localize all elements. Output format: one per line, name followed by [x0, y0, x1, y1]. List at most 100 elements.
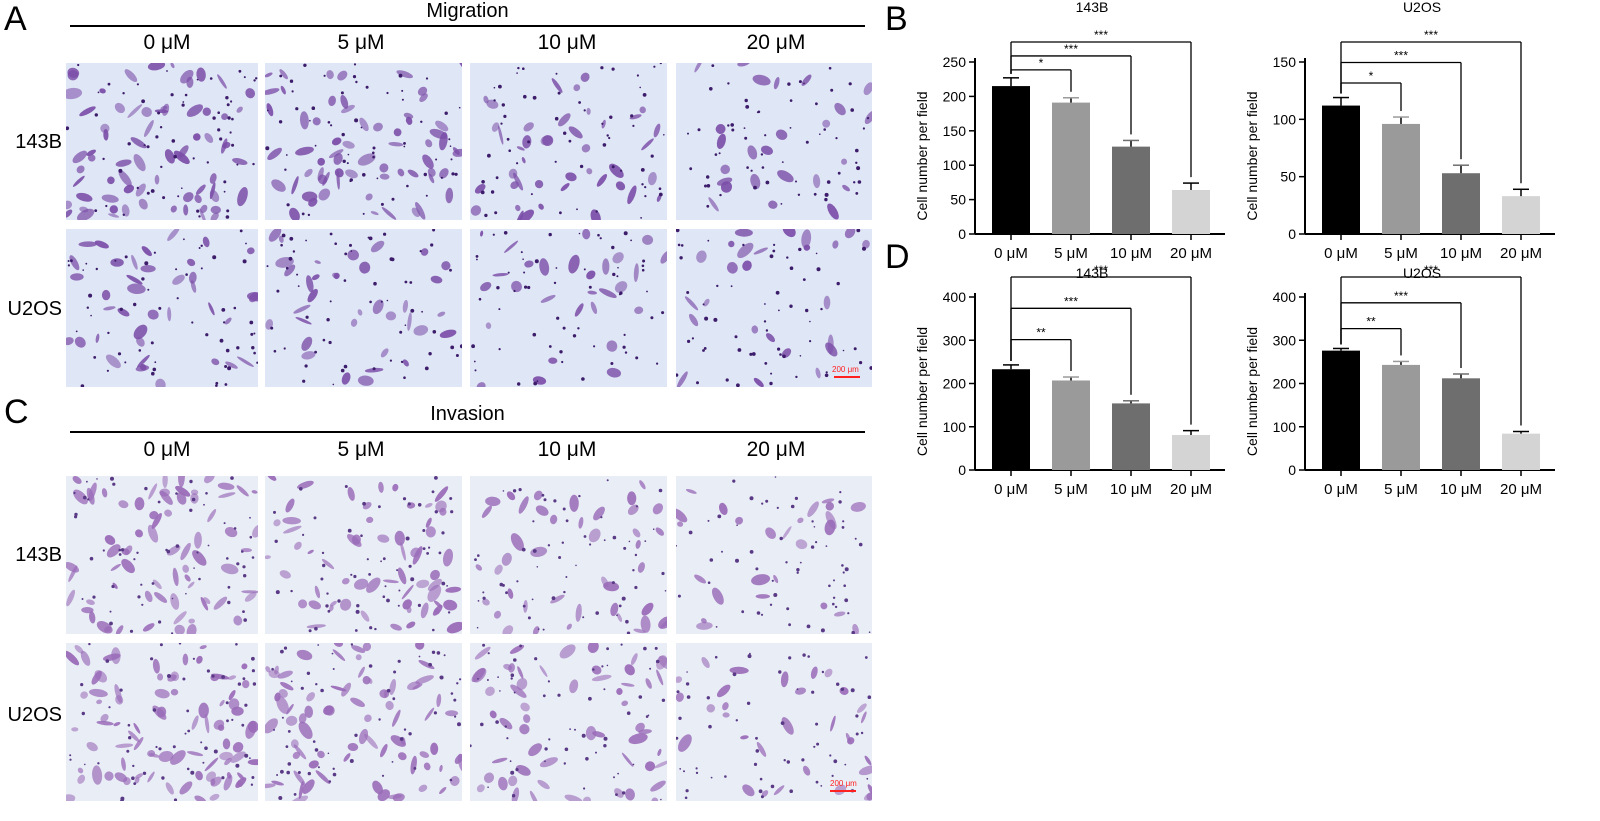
y-tick-label: 100	[943, 419, 967, 435]
migration-scale-bar-label: 200 μm	[832, 365, 859, 374]
y-tick-label: 250	[943, 54, 967, 70]
bar	[992, 86, 1030, 234]
bar	[1172, 434, 1210, 470]
migration-scale-bar	[834, 376, 860, 378]
y-tick-label: 200	[943, 88, 967, 104]
invasion-image-143b-0um	[66, 476, 258, 634]
x-tick-label: 10 μM	[1110, 481, 1152, 498]
y-tick-label: 300	[943, 332, 967, 348]
bar	[1322, 350, 1360, 470]
invasion-col-label: 0 μM	[143, 438, 191, 461]
x-tick-label: 20 μM	[1500, 481, 1542, 498]
invasion-col-label: 5 μM	[337, 438, 385, 461]
bar	[1442, 173, 1480, 234]
migration-row-label: U2OS	[7, 298, 62, 320]
significance-label: ***	[1094, 265, 1108, 277]
invasion-image-u2os-5um	[265, 643, 462, 801]
invasion-image-u2os-10um	[470, 643, 667, 801]
significance-label: ***	[1424, 265, 1438, 277]
invasion-image-143b-20um	[676, 476, 872, 634]
bar	[1502, 196, 1540, 234]
migration-image-143b-20um	[676, 63, 872, 220]
significance-label: ***	[1424, 28, 1438, 42]
y-tick-label: 0	[958, 462, 966, 478]
bar	[1382, 123, 1420, 234]
bar	[1502, 433, 1540, 470]
x-tick-label: 10 μM	[1110, 245, 1152, 262]
y-tick-label: 100	[943, 157, 967, 173]
bar	[1322, 105, 1360, 234]
x-tick-label: 20 μM	[1500, 245, 1542, 262]
significance-label: *	[1369, 69, 1374, 83]
panel-letter-a: A	[4, 0, 27, 38]
migration-row-label: 143B	[15, 131, 62, 153]
chart-title: U2OS	[1403, 0, 1441, 15]
x-tick-label: 5 μM	[1384, 245, 1418, 262]
migration-image-143b-5um	[265, 63, 462, 220]
bar	[1052, 102, 1090, 234]
y-tick-label: 100	[1273, 419, 1297, 435]
chart-title: 143B	[1076, 0, 1109, 15]
significance-label: **	[1366, 315, 1376, 329]
x-tick-label: 20 μM	[1170, 481, 1212, 498]
bar	[992, 369, 1030, 470]
significance-label: ***	[1394, 49, 1408, 63]
x-tick-label: 0 μM	[1324, 245, 1358, 262]
y-axis-label: Cell number per field	[1244, 91, 1260, 220]
significance-label: ***	[1064, 42, 1078, 56]
migration-divider	[70, 25, 865, 27]
x-tick-label: 5 μM	[1054, 245, 1088, 262]
y-tick-label: 400	[1273, 289, 1297, 305]
migration-col-label: 20 μM	[746, 31, 806, 54]
significance-label: **	[1036, 326, 1046, 340]
bar	[1442, 378, 1480, 470]
panel-letter-b: B	[885, 0, 908, 38]
significance-label: ***	[1394, 289, 1408, 303]
bar-chart-b-143b: 143B Cell number per field 0 50 100 150 200 250…	[914, 0, 1225, 262]
x-tick-label: 5 μM	[1384, 481, 1418, 498]
y-tick-label: 0	[1288, 226, 1296, 242]
y-tick-label: 200	[1273, 376, 1297, 392]
y-tick-label: 0	[958, 226, 966, 242]
bar	[1112, 146, 1150, 234]
invasion-image-u2os-20um	[676, 643, 872, 801]
invasion-divider	[70, 431, 865, 433]
y-tick-label: 100	[1273, 111, 1297, 127]
y-tick-label: 0	[1288, 462, 1296, 478]
y-tick-label: 150	[943, 123, 967, 139]
y-tick-label: 50	[950, 192, 966, 208]
invasion-scale-bar-label: 200 μm	[830, 779, 857, 788]
y-tick-label: 50	[1280, 169, 1296, 185]
x-tick-label: 0 μM	[994, 481, 1028, 498]
migration-image-u2os-20um	[676, 229, 872, 387]
panel-letter-c: C	[4, 393, 29, 431]
invasion-row-label: U2OS	[7, 704, 62, 726]
x-tick-label: 20 μM	[1170, 245, 1212, 262]
significance-label: ***	[1094, 28, 1108, 42]
y-tick-label: 150	[1273, 54, 1297, 70]
migration-image-u2os-10um	[470, 229, 667, 387]
migration-image-143b-0um	[66, 63, 258, 220]
invasion-image-143b-10um	[470, 476, 667, 634]
x-tick-label: 0 μM	[994, 245, 1028, 262]
x-tick-label: 5 μM	[1054, 481, 1088, 498]
invasion-scale-bar	[830, 790, 856, 792]
bar	[1382, 364, 1420, 470]
x-tick-label: 0 μM	[1324, 481, 1358, 498]
x-tick-label: 10 μM	[1440, 481, 1482, 498]
bar	[1052, 380, 1090, 470]
migration-image-u2os-5um	[265, 229, 462, 387]
migration-image-u2os-0um	[66, 229, 258, 387]
migration-image-143b-10um	[470, 63, 667, 220]
invasion-row-label: 143B	[15, 544, 62, 566]
migration-col-label: 0 μM	[143, 31, 191, 54]
invasion-col-label: 20 μM	[746, 438, 806, 461]
significance-label: *	[1039, 56, 1044, 70]
significance-label: ***	[1064, 294, 1078, 308]
bar	[1112, 403, 1150, 470]
y-tick-label: 400	[943, 289, 967, 305]
panel-letter-d: D	[885, 238, 910, 276]
invasion-image-143b-5um	[265, 476, 462, 634]
